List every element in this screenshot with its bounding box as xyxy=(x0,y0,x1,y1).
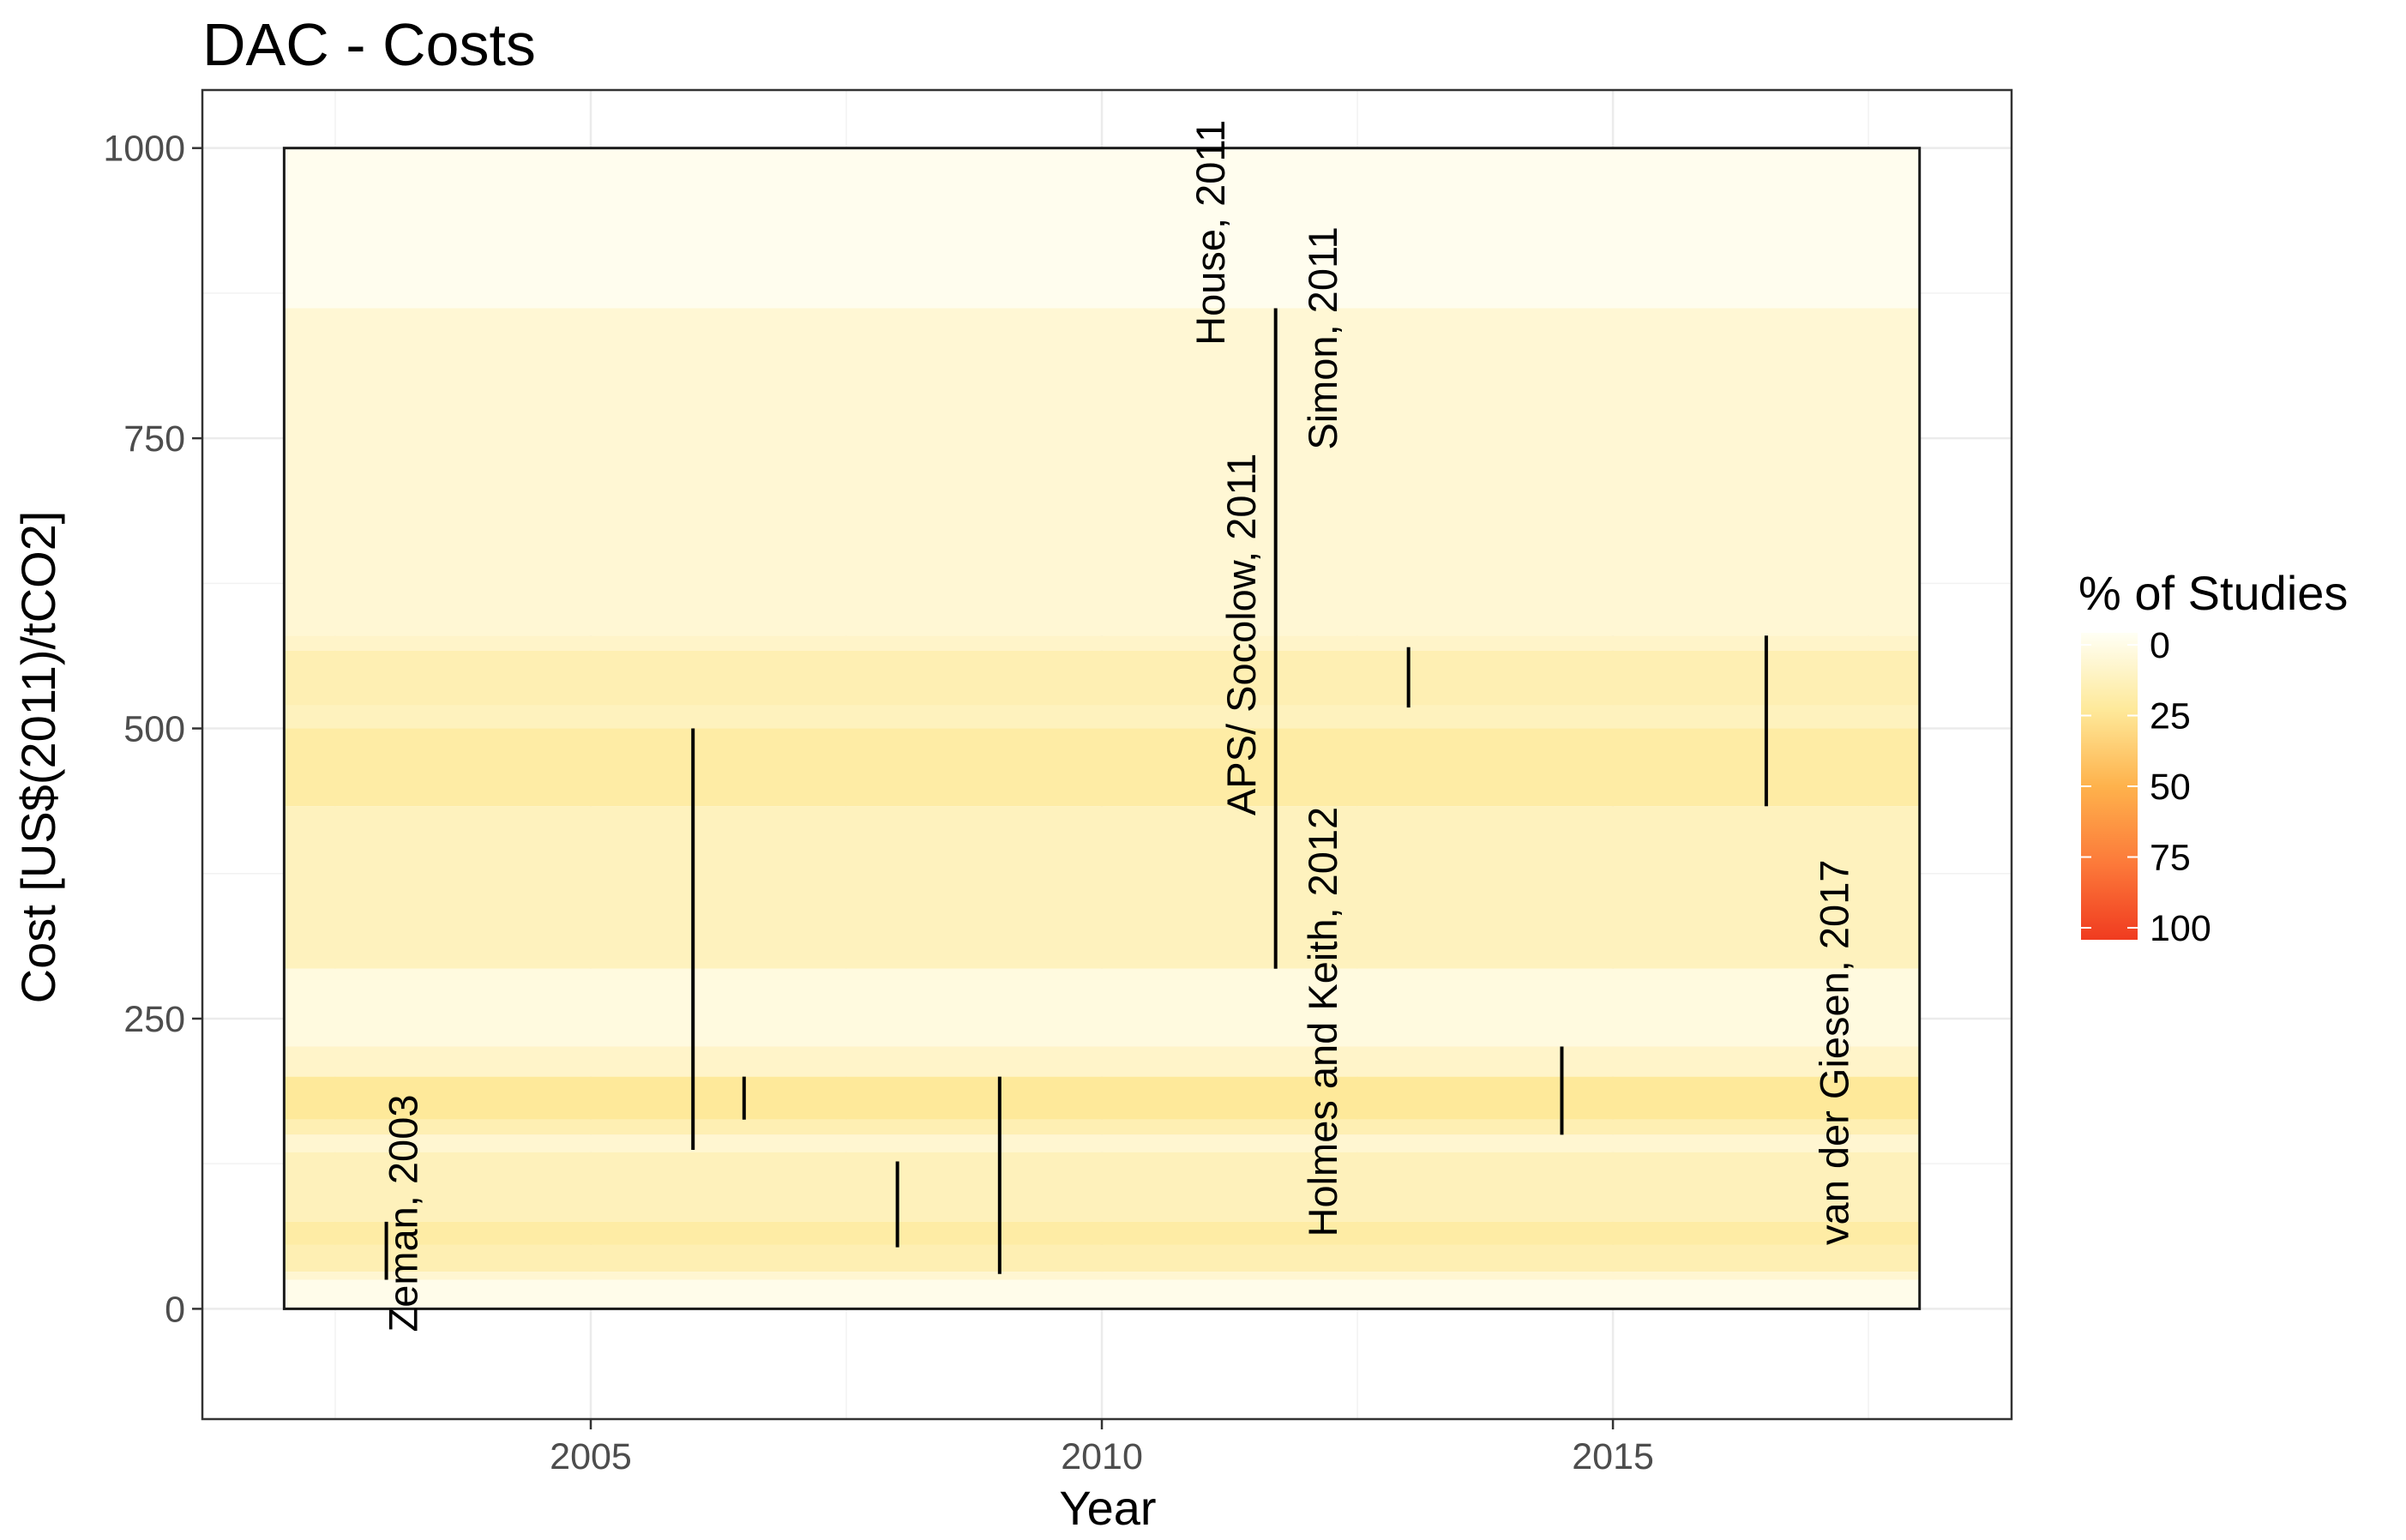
x-tick-label: 2010 xyxy=(1061,1436,1143,1477)
legend-tick-label: 50 xyxy=(2150,767,2191,808)
heatmap-outline xyxy=(282,147,1922,1310)
legend-tick-label: 100 xyxy=(2150,908,2211,949)
heatmap-band xyxy=(284,1244,1920,1272)
x-tick-label: 2015 xyxy=(1572,1436,1654,1477)
legend-title: % of Studies xyxy=(2078,566,2348,620)
heatmap-band xyxy=(284,308,1920,636)
heatmap-band xyxy=(284,147,1920,309)
heatmap-band xyxy=(284,1152,1920,1222)
study-label: APS/ Socolow, 2011 xyxy=(1218,454,1264,815)
heatmap-band xyxy=(284,1076,1920,1120)
heatmap-band xyxy=(284,705,1920,729)
heatmap-band xyxy=(284,1272,1920,1280)
cost-ranges xyxy=(384,308,1768,1280)
legend-tick-label: 25 xyxy=(2150,696,2191,737)
heatmap-band xyxy=(284,1279,1920,1309)
y-axis: 0 250 500 750 1000 xyxy=(103,129,202,1330)
legend-tick-label: 75 xyxy=(2150,838,2191,879)
study-label: House, 2011 xyxy=(1188,120,1233,346)
heatmap-band xyxy=(284,635,1920,651)
study-label: Holmes and Keith, 2012 xyxy=(1300,807,1345,1237)
heatmap-band xyxy=(284,728,1920,807)
y-axis-title: Cost [US$(2011)/tCO2] xyxy=(11,511,65,1004)
heatmap-band xyxy=(284,1119,1920,1135)
heatmap-band xyxy=(284,650,1920,706)
study-annotations: Zeman, 2003 House, 2011 APS/ Socolow, 2011… xyxy=(380,120,1856,1332)
y-tick-label: 500 xyxy=(123,709,185,750)
study-label: Zeman, 2003 xyxy=(380,1095,425,1332)
chart-title: DAC - Costs xyxy=(202,11,536,78)
y-tick-label: 250 xyxy=(123,999,185,1040)
heatmap-band xyxy=(284,1134,1920,1152)
panel-border xyxy=(201,88,2013,1421)
study-label: Simon, 2011 xyxy=(1300,226,1345,449)
x-axis-title: Year xyxy=(1059,1481,1156,1535)
study-label: van der Giesen, 2017 xyxy=(1811,860,1856,1245)
legend-ticks: 0 25 50 75 100 xyxy=(2081,625,2211,949)
y-tick-label: 0 xyxy=(165,1289,185,1330)
x-axis: 2005 2010 2015 xyxy=(550,1419,1654,1477)
heatmap-band xyxy=(284,968,1920,1047)
x-tick-label: 2005 xyxy=(550,1436,632,1477)
y-tick-label: 1000 xyxy=(103,129,185,170)
heatmap-band xyxy=(284,1221,1920,1245)
heatmap-bands xyxy=(284,147,1920,1309)
legend: % of Studies 0 25 50 75 100 xyxy=(2078,566,2348,949)
heatmap-band xyxy=(284,806,1920,969)
legend-tick-label: 0 xyxy=(2150,625,2170,666)
heatmap-band xyxy=(284,1046,1920,1077)
y-tick-label: 750 xyxy=(123,418,185,460)
